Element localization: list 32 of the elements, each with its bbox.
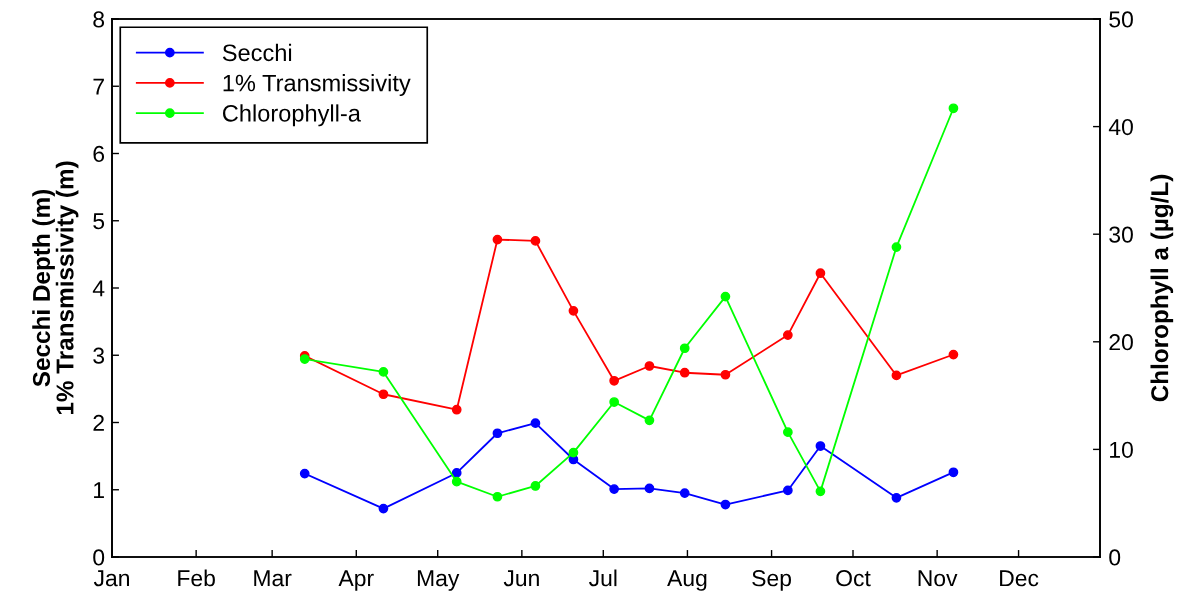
x-tick-label: Apr (338, 570, 374, 591)
y-tick-label: 4 (92, 280, 105, 297)
y-tick-label: 5 (93, 213, 105, 230)
x-tick-label: Jun (503, 570, 539, 587)
y-axis-title: Secchi Depth (m) 1% Transmissivity (m) (32, 161, 79, 415)
y-tick-label: 2 (93, 414, 104, 431)
y2-tick-label: 50 (1109, 11, 1133, 28)
x-tick-label: Nov (918, 570, 958, 587)
y2-tick-label: 40 (1108, 118, 1133, 136)
x-tick-label: Mar (254, 570, 292, 587)
x-tick-label: Dec (1000, 570, 1039, 587)
legend-label: Secchi (222, 43, 292, 62)
y2-tick-label: 30 (1109, 226, 1133, 243)
y-tick-label: 3 (93, 347, 105, 364)
y-tick-label: 0 (93, 549, 105, 566)
x-tick-label: Jan (93, 570, 129, 587)
y-tick-label: 1 (94, 482, 104, 499)
x-tick-label: Oct (836, 570, 871, 587)
y-tick-label: 7 (93, 78, 104, 95)
y2-axis-title: Chlorophyll a (µg/L) (1150, 174, 1174, 402)
x-tick-label: May (417, 570, 460, 591)
y2-tick-label: 10 (1110, 441, 1133, 458)
y2-tick-label: 0 (1109, 549, 1121, 566)
y2-tick-label: 20 (1109, 334, 1133, 351)
x-tick-label: Jul (589, 569, 617, 587)
y-tick-label: 8 (93, 11, 105, 28)
x-tick-label: Feb (178, 569, 215, 587)
legend-label: 1% Transmissivity (223, 74, 411, 97)
legend-label: Chlorophyll-a (222, 104, 361, 127)
x-tick-label: Sep (752, 570, 791, 591)
y-tick-label: 6 (93, 145, 105, 163)
x-tick-label: Aug (667, 570, 707, 591)
